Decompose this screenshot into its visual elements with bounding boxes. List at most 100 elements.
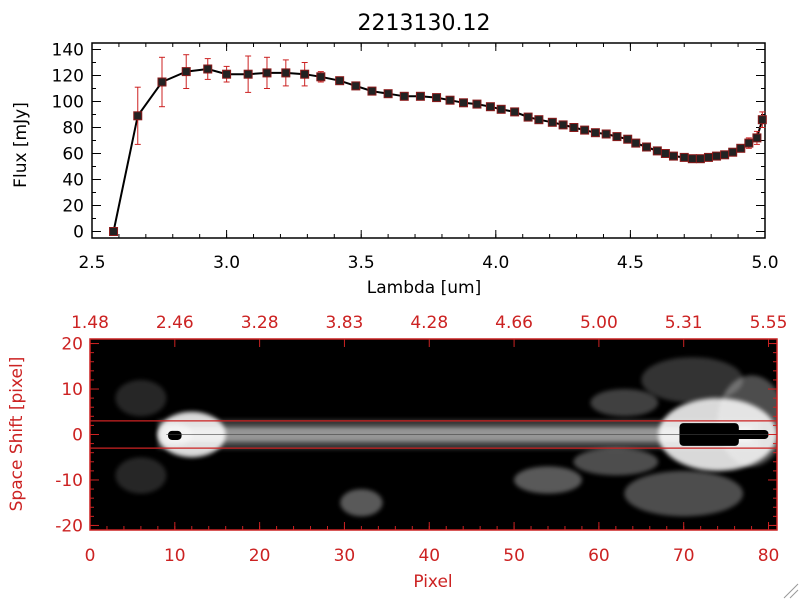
data-point	[243, 69, 253, 79]
data-point	[687, 154, 697, 164]
spectrum-x-axis-label: Lambda [um]	[367, 278, 481, 298]
image-y-tick-label: -10	[55, 471, 83, 491]
data-point	[367, 86, 377, 96]
wavelength-tick-label: 5.55	[750, 313, 788, 333]
data-point	[300, 69, 310, 79]
data-point	[580, 125, 590, 135]
y-tick-label: 140	[52, 41, 84, 61]
image-y-tick-label: 0	[72, 426, 83, 446]
x-tick-label: 5.0	[751, 253, 778, 273]
wavelength-tick-label: 5.31	[665, 313, 703, 333]
data-point	[679, 152, 689, 162]
spectrum-x-tick-labels: 2.5 3.0 3.5 4.0 4.5 5.0	[78, 253, 778, 273]
image-x-tick-labels: 0 10 20 30 40 50 60 70 80	[85, 546, 780, 566]
emission-blob	[641, 357, 744, 403]
data-point	[612, 132, 622, 142]
data-point	[472, 99, 482, 109]
data-point	[399, 91, 409, 101]
wavelength-tick-label: 2.46	[156, 313, 194, 333]
data-point	[281, 68, 291, 78]
data-point	[445, 95, 455, 105]
data-point	[133, 111, 143, 121]
spectrum-series	[109, 54, 767, 236]
wavelength-tick-label: 4.28	[410, 313, 448, 333]
image-y-tick-label: 20	[61, 335, 83, 355]
data-point	[432, 93, 442, 103]
wavelength-tick-label: 5.00	[580, 313, 618, 333]
image-y-tick-label: 10	[61, 380, 83, 400]
image-x-tick-label: 30	[334, 546, 356, 566]
aperture-lines	[90, 420, 777, 449]
spectrum-plot-frame	[91, 42, 766, 239]
data-point	[720, 150, 730, 160]
y-tick-label: 120	[52, 67, 84, 87]
data-point	[652, 146, 662, 156]
x-tick-label: 3.5	[348, 253, 375, 273]
data-point	[547, 117, 557, 127]
spectral-image-chart: 0 10 20 30 40 50 60 70 80 -20 -10 0 10 20 1.48 2.46 3.…	[7, 313, 787, 592]
emission-blob	[514, 466, 582, 494]
data-point	[712, 151, 722, 161]
wavelength-tick-label: 4.66	[495, 313, 533, 333]
image-x-tick-label: 10	[164, 546, 186, 566]
spectrum-chart: 2213130.12 2.5 3.0 3.5 4.0 4.5 5.0 0 20 40 60 80 1…	[11, 11, 779, 298]
data-point	[523, 112, 533, 122]
y-tick-label: 20	[62, 197, 84, 217]
data-point	[558, 120, 568, 130]
image-wavelength-tick-labels: 1.48 2.46 3.28 3.83 4.28 4.66 5.00 5.31 5.55	[71, 313, 787, 333]
spectral-image	[115, 357, 777, 517]
data-point	[695, 154, 705, 164]
wavelength-tick-label: 1.48	[71, 313, 109, 333]
image-y-axis-label: Space Shift [pixel]	[7, 357, 27, 512]
data-point	[181, 67, 191, 77]
y-tick-label: 80	[62, 119, 84, 139]
image-x-tick-label: 70	[673, 546, 695, 566]
image-x-axis-label: Pixel	[413, 572, 452, 592]
x-tick-label: 3.0	[213, 253, 240, 273]
saturated-pixels	[168, 430, 182, 440]
data-point	[752, 133, 762, 143]
emission-blob	[573, 448, 659, 476]
wavelength-tick-label: 3.28	[241, 313, 279, 333]
data-point	[569, 123, 579, 132]
data-point	[351, 81, 361, 91]
image-x-tick-label: 60	[588, 546, 610, 566]
emission-blob	[624, 470, 744, 517]
data-point	[316, 72, 326, 82]
data-point	[757, 115, 767, 125]
data-point	[222, 69, 232, 79]
data-point	[415, 91, 425, 101]
wavelength-tick-label: 3.83	[326, 313, 364, 333]
data-point	[703, 152, 713, 162]
y-tick-label: 0	[73, 223, 84, 243]
data-point	[262, 68, 272, 78]
data-point	[157, 77, 167, 87]
y-tick-label: 40	[62, 171, 84, 191]
image-x-tick-label: 50	[503, 546, 525, 566]
y-tick-label: 60	[62, 145, 84, 165]
data-point	[590, 128, 600, 138]
x-tick-label: 4.0	[482, 253, 509, 273]
data-point	[601, 129, 611, 139]
data-point	[736, 143, 746, 153]
spectrum-y-tick-labels: 0 20 40 60 80 100 120 140	[52, 41, 84, 243]
data-point	[744, 138, 754, 148]
x-tick-label: 4.5	[617, 253, 644, 273]
data-point	[335, 76, 345, 86]
data-point	[668, 151, 678, 161]
data-point	[534, 115, 544, 125]
data-point	[203, 64, 213, 74]
data-point	[728, 147, 738, 157]
data-point	[383, 89, 393, 99]
image-ticks	[89, 339, 777, 530]
data-point	[109, 227, 119, 236]
image-y-tick-label: -20	[55, 516, 83, 536]
resize-grip-icon[interactable]	[783, 583, 799, 599]
image-x-tick-label: 0	[85, 546, 96, 566]
emission-blob	[115, 379, 167, 417]
image-x-tick-label: 80	[758, 546, 780, 566]
data-point	[660, 149, 670, 158]
data-point	[510, 107, 520, 117]
chart-title: 2213130.12	[358, 11, 491, 36]
